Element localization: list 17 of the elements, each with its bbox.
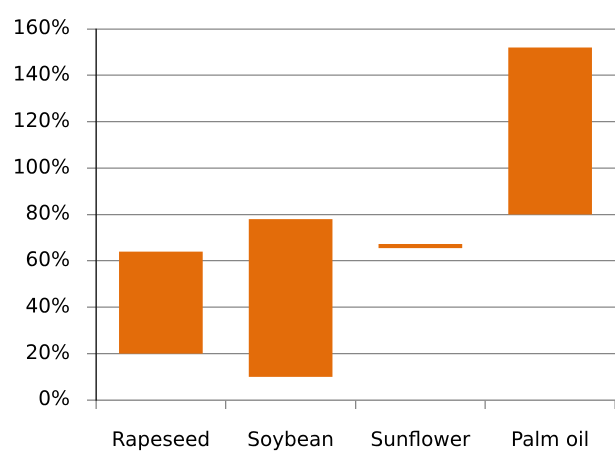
x-tick-label: Rapeseed bbox=[112, 427, 210, 452]
x-tick-label: Palm oil bbox=[511, 427, 590, 452]
y-tick-label: 80% bbox=[26, 200, 70, 225]
bar bbox=[119, 252, 203, 354]
y-tick-label: 100% bbox=[12, 154, 70, 178]
y-tick-label: 60% bbox=[26, 247, 70, 272]
y-tick-label: 120% bbox=[12, 108, 70, 132]
bar bbox=[508, 48, 592, 214]
bar bbox=[248, 219, 332, 377]
y-tick-label: 40% bbox=[26, 293, 70, 318]
x-tick-label: Soybean bbox=[247, 427, 334, 452]
y-tick-label: 140% bbox=[12, 62, 70, 86]
y-tick-label: 0% bbox=[38, 386, 70, 410]
y-tick-label: 160% bbox=[12, 15, 70, 40]
bar bbox=[378, 244, 462, 248]
x-tick-label: Sunflower bbox=[370, 427, 472, 452]
y-tick-label: 20% bbox=[26, 340, 70, 364]
